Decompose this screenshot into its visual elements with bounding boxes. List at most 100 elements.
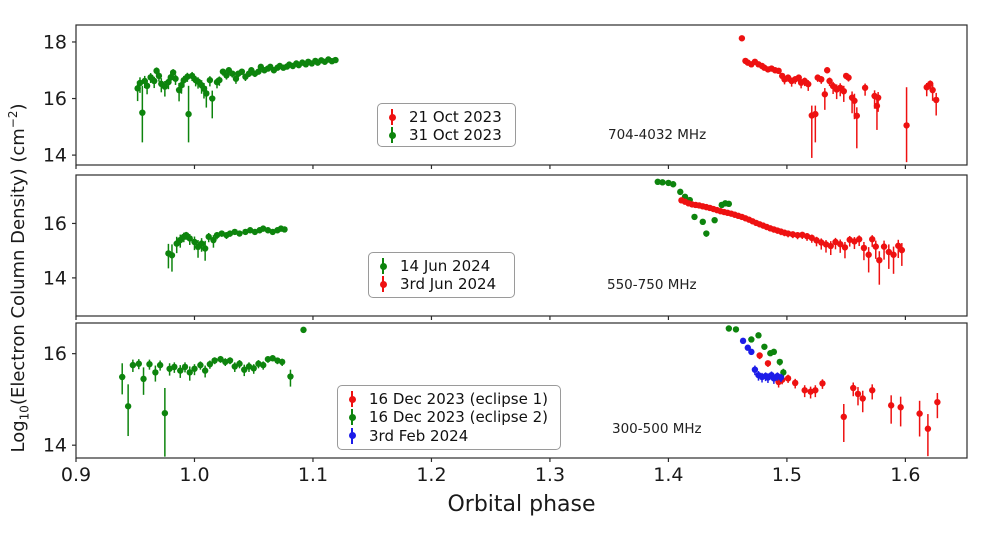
data-point xyxy=(186,369,193,376)
x-tick-label: 1.5 xyxy=(772,464,802,486)
data-point xyxy=(140,375,147,383)
data-point xyxy=(916,410,923,417)
data-point xyxy=(203,90,210,97)
data-point xyxy=(732,326,740,333)
data-point xyxy=(755,332,762,339)
data-point xyxy=(739,337,747,345)
data-point xyxy=(808,234,815,242)
data-point xyxy=(332,56,339,64)
data-point xyxy=(869,387,876,394)
data-point xyxy=(281,226,288,233)
data-point xyxy=(171,363,178,371)
data-point xyxy=(859,395,866,402)
errorbar-marker-icon xyxy=(346,390,358,408)
data-point xyxy=(880,243,888,250)
y-axis-label-superscript: −2 xyxy=(6,110,20,129)
x-tick-label: 1.2 xyxy=(416,464,446,486)
data-point xyxy=(934,398,941,406)
data-point xyxy=(201,245,209,252)
data-point xyxy=(761,343,768,350)
x-tick-label: 1.6 xyxy=(890,464,920,486)
data-point xyxy=(178,82,185,89)
y-tick-label: 14 xyxy=(43,145,67,167)
data-point xyxy=(287,373,294,380)
data-point xyxy=(770,348,778,356)
data-point xyxy=(850,384,857,392)
data-point xyxy=(232,75,240,82)
data-point xyxy=(876,256,883,264)
legend-middle-panel: 14 Jun 2024 3rd Jun 2024 xyxy=(368,252,515,298)
panel-2: 0.9 1.0 1.1 1.2 1.3 1.4 1.5 1.6 14 16 xyxy=(43,322,968,486)
panel-1: 14 16 xyxy=(43,174,968,320)
data-point xyxy=(853,112,861,119)
data-point xyxy=(191,238,198,246)
legend-label: 16 Dec 2023 (eclipse 1) xyxy=(369,390,548,409)
data-point xyxy=(201,367,209,374)
data-point xyxy=(255,68,262,75)
data-point xyxy=(738,35,746,42)
legend-label: 21 Oct 2023 xyxy=(409,108,502,126)
band-label-top-panel: 704-4032 MHz xyxy=(608,127,707,143)
data-point xyxy=(209,95,216,102)
data-point xyxy=(823,67,831,74)
data-point xyxy=(236,360,243,367)
data-point xyxy=(677,188,684,196)
data-point xyxy=(927,80,934,88)
data-point xyxy=(805,80,812,88)
x-tick-label: 1.1 xyxy=(298,464,328,486)
series-14-jun-2024 xyxy=(165,178,733,272)
data-point xyxy=(897,404,904,411)
data-point xyxy=(819,380,826,387)
y-axis-label-subscript: 10 xyxy=(17,405,32,421)
data-point xyxy=(169,69,177,76)
panel-border xyxy=(75,174,968,317)
data-point xyxy=(172,75,179,82)
errorbar-marker-icon xyxy=(386,108,398,126)
data-point xyxy=(855,236,863,243)
panel-border xyxy=(75,322,968,459)
data-point xyxy=(226,357,234,364)
x-tick-label: 1.3 xyxy=(535,464,565,486)
data-point xyxy=(223,72,230,79)
data-point xyxy=(260,361,267,369)
data-point xyxy=(827,242,834,250)
data-point xyxy=(932,96,940,104)
data-point xyxy=(821,91,829,98)
data-point xyxy=(198,240,205,247)
data-point xyxy=(278,358,286,366)
series-21-oct-2023 xyxy=(738,35,940,163)
data-point xyxy=(784,230,792,237)
data-point xyxy=(153,67,160,75)
x-tick-label: 0.9 xyxy=(61,464,91,486)
data-point xyxy=(206,360,214,368)
data-point xyxy=(181,363,189,371)
data-point xyxy=(924,425,932,432)
y-tick-label: 16 xyxy=(43,88,67,110)
data-point xyxy=(231,363,238,370)
data-point xyxy=(775,67,782,75)
data-point xyxy=(840,87,847,95)
data-point xyxy=(784,375,792,382)
data-point xyxy=(177,367,184,374)
errorbar-marker-icon xyxy=(346,408,358,426)
data-point xyxy=(206,76,214,84)
data-point xyxy=(184,73,191,80)
data-point xyxy=(191,365,198,372)
panel-0: 14 16 18 xyxy=(43,24,968,169)
data-point xyxy=(780,369,787,376)
data-point xyxy=(264,355,272,363)
data-point xyxy=(124,403,132,410)
data-point xyxy=(789,231,797,238)
data-point xyxy=(161,409,169,417)
data-point xyxy=(812,387,819,394)
data-point xyxy=(725,200,733,208)
data-point xyxy=(812,110,819,118)
x-tick-label: 1.0 xyxy=(179,464,209,486)
legend-top-panel: 21 Oct 2023 31 Oct 2023 xyxy=(377,103,516,147)
y-tick-label: 16 xyxy=(43,343,67,365)
errorbar-marker-icon xyxy=(377,257,389,275)
data-point xyxy=(841,244,849,251)
series-31-oct-2023 xyxy=(134,56,339,143)
